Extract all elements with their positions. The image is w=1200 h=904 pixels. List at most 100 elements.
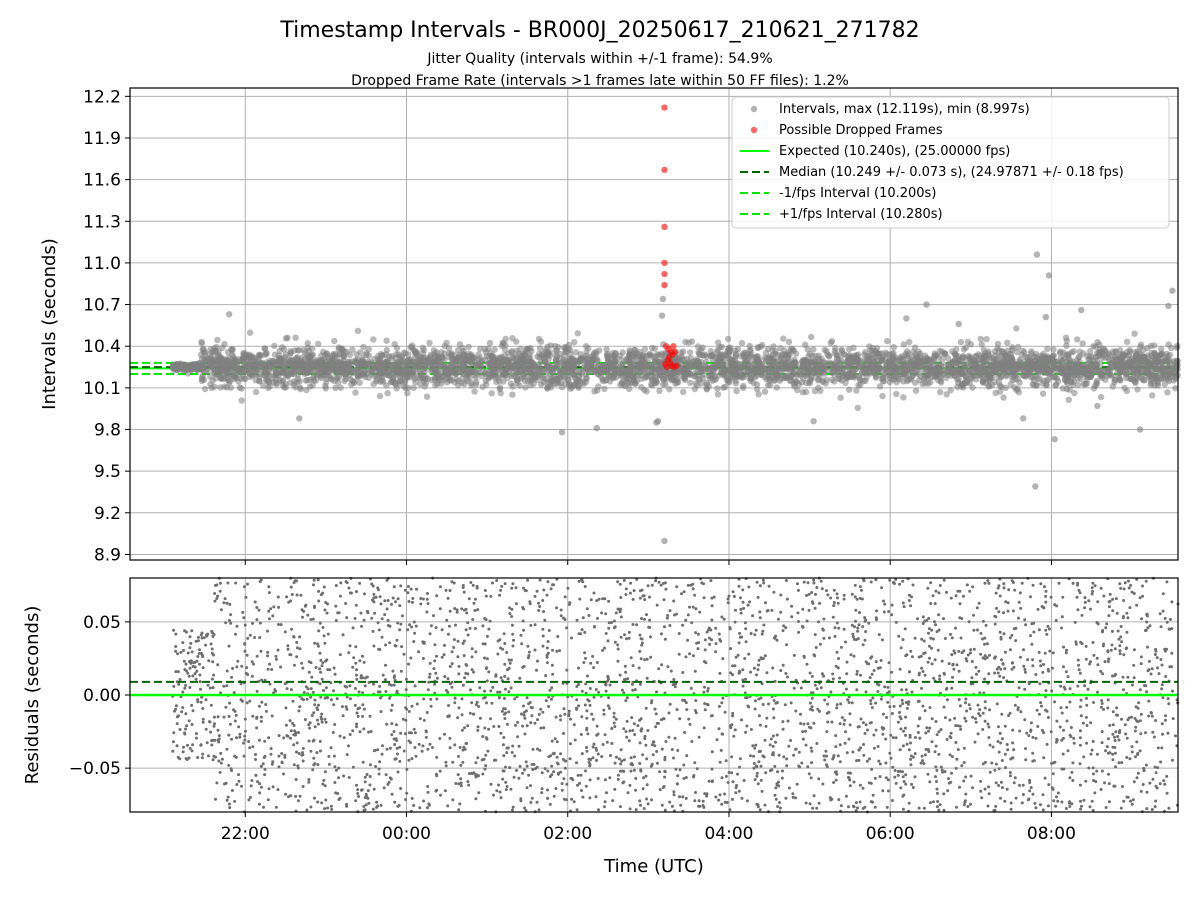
residual-point <box>196 756 199 759</box>
interval-point <box>743 359 749 365</box>
residual-point <box>247 798 250 801</box>
residual-point <box>917 731 920 734</box>
residual-point <box>989 771 992 774</box>
interval-point <box>679 373 685 379</box>
residual-point <box>588 764 591 767</box>
interval-point <box>382 369 388 375</box>
residual-point <box>640 617 643 620</box>
interval-point <box>559 429 565 435</box>
residual-point <box>1004 651 1007 654</box>
interval-point <box>763 376 769 382</box>
residual-point <box>284 706 287 709</box>
interval-point <box>748 375 754 381</box>
residual-point <box>703 686 706 689</box>
interval-point <box>434 368 440 374</box>
residual-point <box>212 758 215 761</box>
residual-point <box>874 777 877 780</box>
interval-point <box>259 360 265 366</box>
residual-point <box>327 755 330 758</box>
interval-point <box>1050 346 1056 352</box>
residual-point <box>785 764 788 767</box>
interval-point <box>1032 483 1038 489</box>
residual-point <box>522 629 525 632</box>
interval-point <box>823 348 829 354</box>
residual-point <box>871 697 874 700</box>
interval-point <box>294 356 300 362</box>
interval-point <box>569 357 575 363</box>
residual-point <box>675 585 678 588</box>
residual-point <box>811 807 814 810</box>
interval-point <box>756 391 762 397</box>
interval-point <box>263 351 269 357</box>
residual-point <box>798 751 801 754</box>
interval-point <box>818 366 824 372</box>
interval-point <box>817 388 823 394</box>
interval-point <box>452 356 458 362</box>
residual-point <box>666 665 669 668</box>
residual-point <box>399 623 402 626</box>
residual-point <box>962 780 965 783</box>
residual-point <box>772 735 775 738</box>
interval-point <box>629 358 635 364</box>
residual-point <box>573 723 576 726</box>
residual-point <box>1151 778 1154 781</box>
residual-point <box>511 633 514 636</box>
residual-point <box>678 653 681 656</box>
residual-point <box>634 777 637 780</box>
interval-point <box>321 372 327 378</box>
residual-point <box>511 745 514 748</box>
interval-point <box>601 368 607 374</box>
residual-point <box>1106 707 1109 710</box>
residual-point <box>1102 708 1105 711</box>
residual-point <box>812 579 815 582</box>
interval-point <box>253 377 259 383</box>
interval-point <box>288 350 294 356</box>
interval-point <box>441 350 447 356</box>
interval-point <box>858 364 864 370</box>
interval-point <box>682 339 688 345</box>
residual-point <box>391 670 394 673</box>
interval-point <box>951 359 957 365</box>
interval-point <box>1002 385 1008 391</box>
interval-point <box>878 350 884 356</box>
residual-point <box>217 729 220 732</box>
residual-point <box>1001 737 1004 740</box>
interval-point <box>810 418 816 424</box>
residual-point <box>1048 650 1051 653</box>
interval-point <box>579 355 585 361</box>
residual-point <box>1023 688 1026 691</box>
residual-point <box>931 717 934 720</box>
interval-point <box>225 355 231 361</box>
legend-marker-intervals <box>751 106 757 112</box>
interval-point <box>477 370 483 376</box>
interval-point <box>941 350 947 356</box>
interval-point <box>919 381 925 387</box>
interval-point <box>471 388 477 394</box>
residual-point <box>466 724 469 727</box>
interval-point <box>1006 363 1012 369</box>
interval-point <box>1169 287 1175 293</box>
residual-point <box>541 711 544 714</box>
interval-point <box>1068 372 1074 378</box>
residual-point <box>616 580 619 583</box>
interval-point <box>770 343 776 349</box>
residual-point <box>1167 732 1170 735</box>
interval-point <box>1155 359 1161 365</box>
residual-point <box>1087 767 1090 770</box>
residual-point <box>580 733 583 736</box>
residual-point <box>378 628 381 631</box>
interval-point <box>431 347 437 353</box>
interval-point <box>207 373 213 379</box>
residual-point <box>593 592 596 595</box>
interval-point <box>606 373 612 379</box>
interval-point <box>248 363 254 369</box>
interval-point <box>538 368 544 374</box>
residual-point <box>698 799 701 802</box>
interval-point <box>1155 382 1161 388</box>
residual-point <box>388 697 391 700</box>
interval-point <box>884 362 890 368</box>
interval-point <box>937 389 943 395</box>
residual-point <box>1139 732 1142 735</box>
interval-point <box>958 339 964 345</box>
residual-point <box>738 766 741 769</box>
